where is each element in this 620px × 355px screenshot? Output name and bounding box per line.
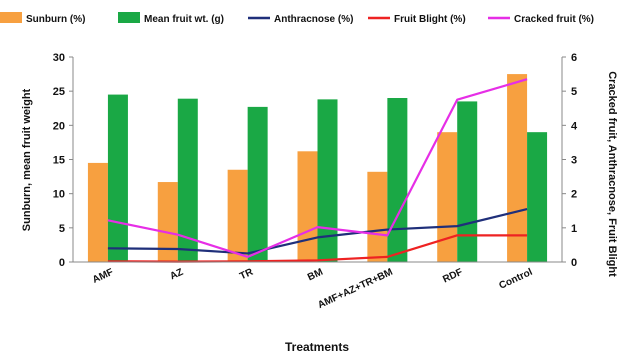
bar-sunburn-rdf [437,132,458,262]
legend-label: Cracked fruit (%) [514,14,594,25]
right-tick-label: 4 [571,120,578,132]
bar-mean-fruit-wt-g-amf [107,94,128,262]
bar-sunburn-control [507,74,528,262]
right-y-axis-title: Cracked fruit, Anthracnose, Fruit Blight [606,71,618,277]
left-tick-label: 10 [53,189,65,201]
bar-mean-fruit-wt-g-tr [247,106,268,262]
x-axis-title: Treatments [285,340,349,354]
legend-swatch [0,12,22,23]
right-tick-label: 6 [571,52,577,64]
category-label: Control [497,267,534,292]
legend-label: Sunburn (%) [26,14,85,25]
legend-swatch [118,12,140,23]
bar-sunburn-amf [87,162,108,262]
left-tick-label: 25 [53,86,65,98]
legend-label: Fruit Blight (%) [394,14,466,25]
bar-mean-fruit-wt-g-az [177,98,198,262]
bar-sunburn-az [157,182,178,262]
bar-sunburn-amf-az-tr-bm [367,171,388,262]
bar-sunburn-bm [297,151,318,262]
left-tick-label: 5 [59,223,65,235]
bar-layer [87,74,548,263]
category-label: TR [238,266,255,282]
right-tick-label: 5 [571,86,577,98]
right-tick-label: 0 [571,257,577,269]
right-tick-label: 1 [571,223,577,235]
line-cracked-fruit [107,78,528,258]
category-label: BM [306,267,325,284]
left-tick-label: 15 [53,155,65,167]
category-label: RDF [441,267,464,286]
bar-mean-fruit-wt-g-rdf [457,101,478,263]
bar-sunburn-tr [227,169,248,262]
bar-mean-fruit-wt-g-amf-az-tr-bm [387,98,408,262]
legend-label: Anthracnose (%) [274,14,353,25]
category-label: AMF [91,267,115,286]
right-tick-label: 2 [571,189,577,201]
category-label: AZ [168,267,185,283]
left-tick-label: 30 [53,52,65,64]
chart-legend: Sunburn (%) Mean fruit wt. (g) Anthracnose… [0,12,594,25]
legend-label: Mean fruit wt. (g) [144,14,224,25]
left-tick-label: 0 [59,257,65,269]
right-tick-label: 3 [571,155,577,167]
left-y-axis-title: Sunburn, mean fruit weight [21,88,33,231]
bar-mean-fruit-wt-g-bm [317,99,338,262]
category-label: AMF+AZ+TR+BM [316,267,394,311]
line-anthracnose [107,207,528,255]
bar-mean-fruit-wt-g-control [527,132,548,262]
left-tick-label: 20 [53,120,65,132]
